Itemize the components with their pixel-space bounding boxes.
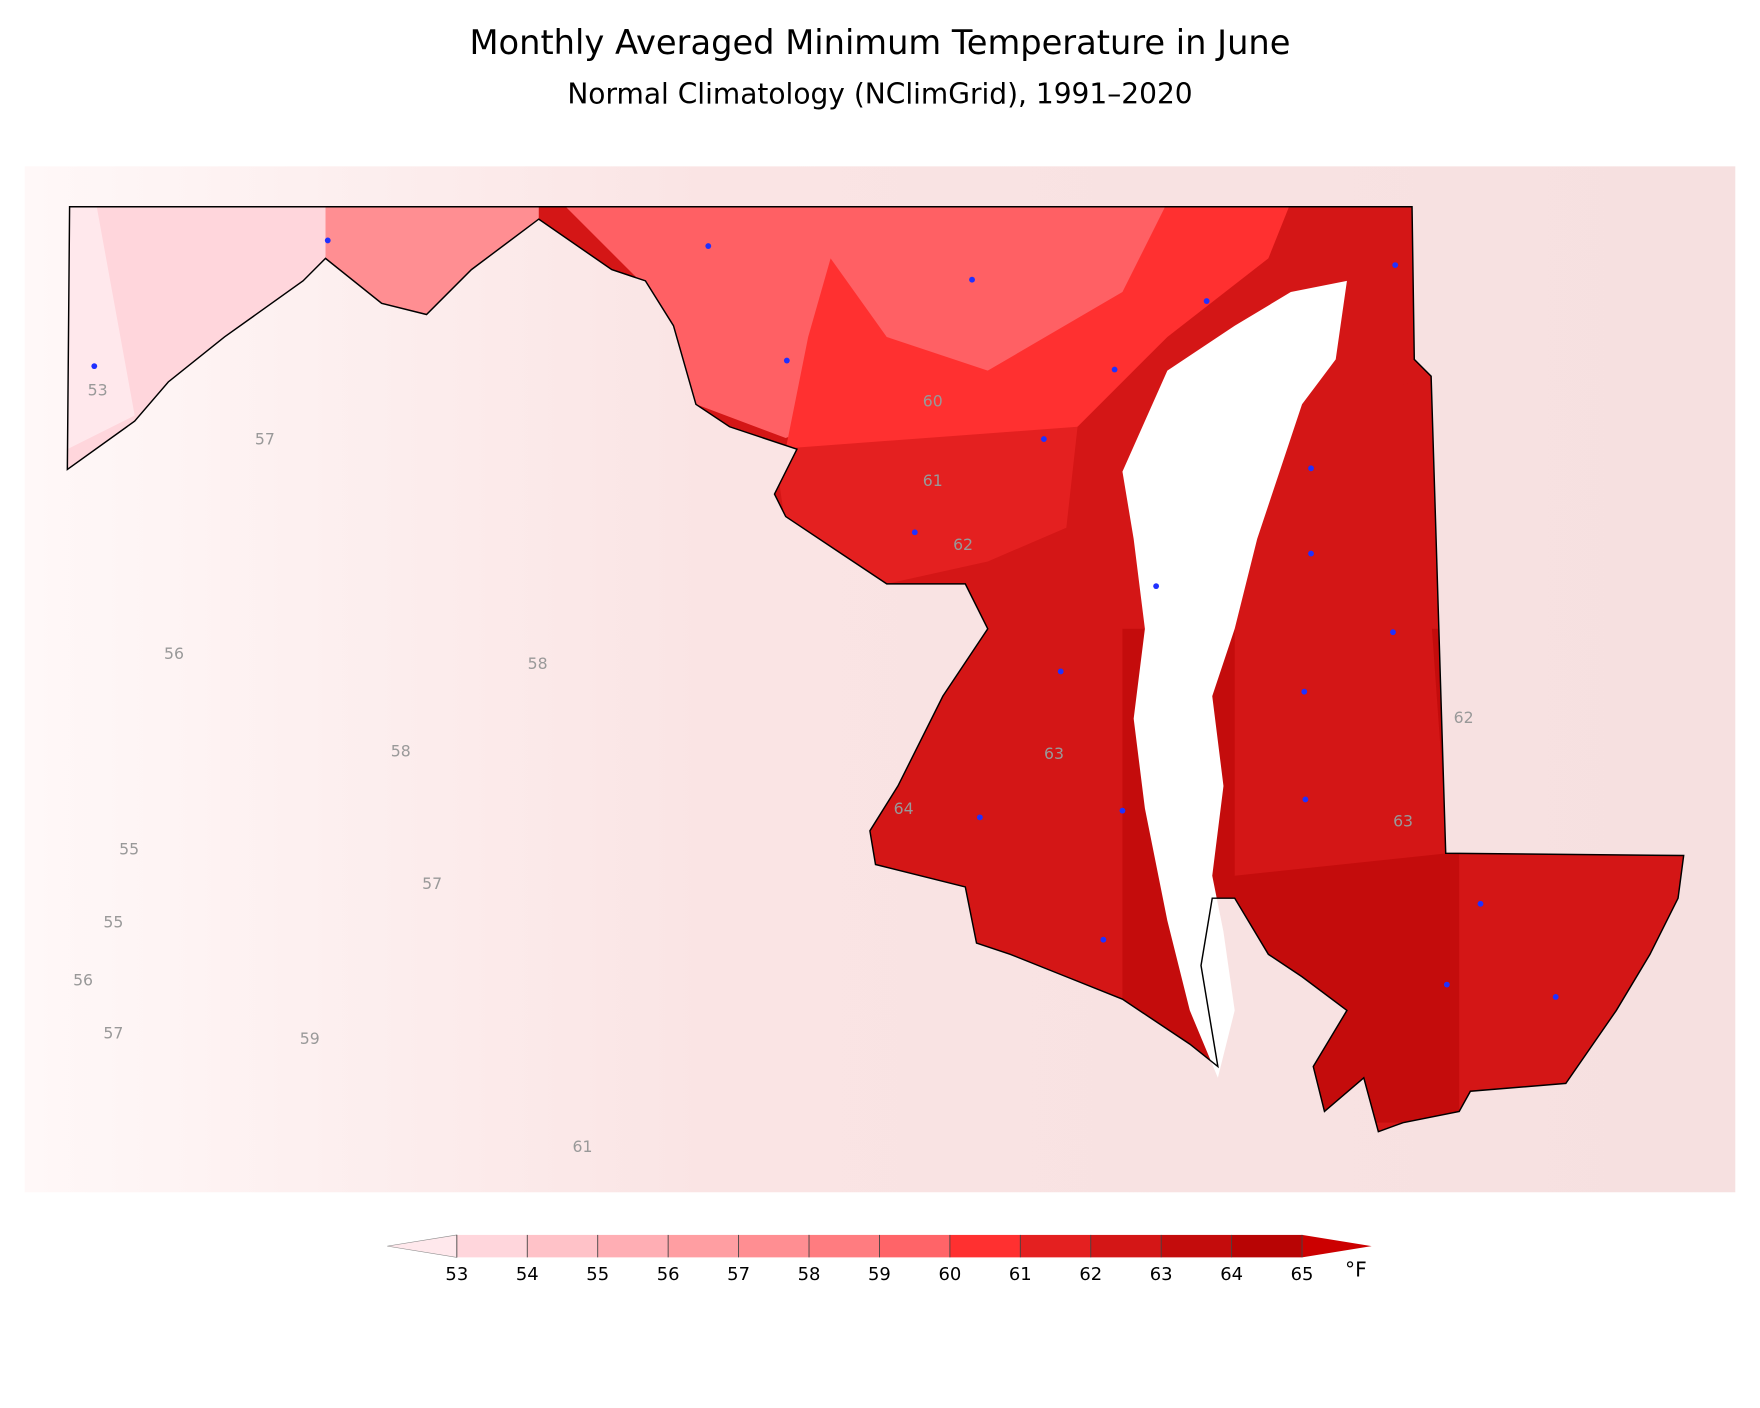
colorbar-tick-label: 63 <box>1150 1264 1173 1285</box>
station-dot <box>91 363 98 370</box>
station-dot <box>1100 936 1107 943</box>
colorbar-tick-label: 61 <box>1009 1264 1032 1285</box>
colorbar-under <box>387 1234 458 1258</box>
colorbar-bin <box>738 1234 810 1258</box>
contour-label: 58 <box>528 654 548 673</box>
station-dot <box>1302 796 1309 803</box>
contour-label: 62 <box>1454 708 1474 727</box>
station-dot <box>1390 629 1396 636</box>
contour-label: 59 <box>300 1029 320 1048</box>
station-dot <box>1119 807 1126 814</box>
station-dot <box>783 357 790 364</box>
colorbar-tick-label: 59 <box>868 1264 891 1285</box>
contour-label: 56 <box>73 971 93 990</box>
colorbar-bin <box>809 1234 880 1258</box>
station-dot <box>1301 688 1308 695</box>
colorbar-bin <box>527 1234 598 1258</box>
station-dot <box>1057 668 1064 675</box>
contour-label: 58 <box>391 742 411 761</box>
colorbar-bin <box>949 1234 1021 1258</box>
contour-label: 62 <box>953 535 973 554</box>
colorbar-tick-label: 57 <box>727 1264 750 1285</box>
station-dot <box>1443 981 1450 988</box>
colorbar-tick-label: 55 <box>586 1264 609 1285</box>
contour-label: 61 <box>573 1137 593 1156</box>
colorbar-bin <box>597 1234 669 1258</box>
colorbar-over <box>1302 1234 1372 1258</box>
contour-label: 57 <box>255 430 275 449</box>
station-dot <box>976 814 983 821</box>
station-dot <box>1477 900 1484 907</box>
station-dot <box>1392 262 1399 269</box>
colorbar-tick-label: 62 <box>1079 1264 1102 1285</box>
contour-label: 55 <box>103 912 123 931</box>
station-dot <box>969 276 975 283</box>
colorbar-bin <box>1161 1234 1232 1258</box>
title: Monthly Averaged Minimum Temperature in … <box>470 23 1291 62</box>
colorbar-tick-label: 58 <box>798 1264 821 1285</box>
colorbar-bin <box>1090 1234 1162 1258</box>
station-dot <box>1153 583 1160 590</box>
colorbar-tick-label: 54 <box>516 1264 539 1285</box>
colorbar-tick-label: 64 <box>1220 1264 1243 1285</box>
contour-label: 53 <box>88 380 108 399</box>
station-dot <box>1308 550 1314 557</box>
station-dot <box>705 243 712 249</box>
station-dot <box>1308 465 1314 472</box>
contour-label: 63 <box>1393 811 1413 830</box>
contour-label: 57 <box>422 874 442 893</box>
contour-label: 61 <box>923 471 943 490</box>
colorbar-bin <box>668 1234 739 1258</box>
contour-label: 64 <box>894 799 914 818</box>
colorbar-bin <box>456 1234 528 1258</box>
station-dot <box>1111 366 1118 373</box>
contour-label: 56 <box>164 644 184 663</box>
colorbar-tick-label: 53 <box>445 1264 468 1285</box>
colorbar-bin <box>1231 1234 1303 1258</box>
station-dot <box>1552 994 1559 1000</box>
contour-label: 57 <box>103 1023 123 1042</box>
subtitle: Normal Climatology (NClimGrid), 1991–202… <box>567 77 1192 110</box>
colorbar-bin <box>879 1234 950 1258</box>
contour-label: 60 <box>923 392 943 411</box>
station-dot <box>911 529 918 536</box>
chesapeake-bay <box>1122 280 1347 1078</box>
colorbar-tick-label: 56 <box>657 1264 680 1285</box>
colorbar-tick-label: 65 <box>1291 1264 1314 1285</box>
contour-label: 63 <box>1044 744 1064 763</box>
contour-label: 55 <box>119 839 139 858</box>
colorbar-bin <box>1020 1234 1091 1258</box>
colorbar-tick-label: 60 <box>938 1264 961 1285</box>
station-dot <box>1203 298 1210 304</box>
station-dot <box>324 237 331 244</box>
colorbar-unit: °F <box>1345 1257 1367 1281</box>
station-dot <box>1040 436 1047 443</box>
